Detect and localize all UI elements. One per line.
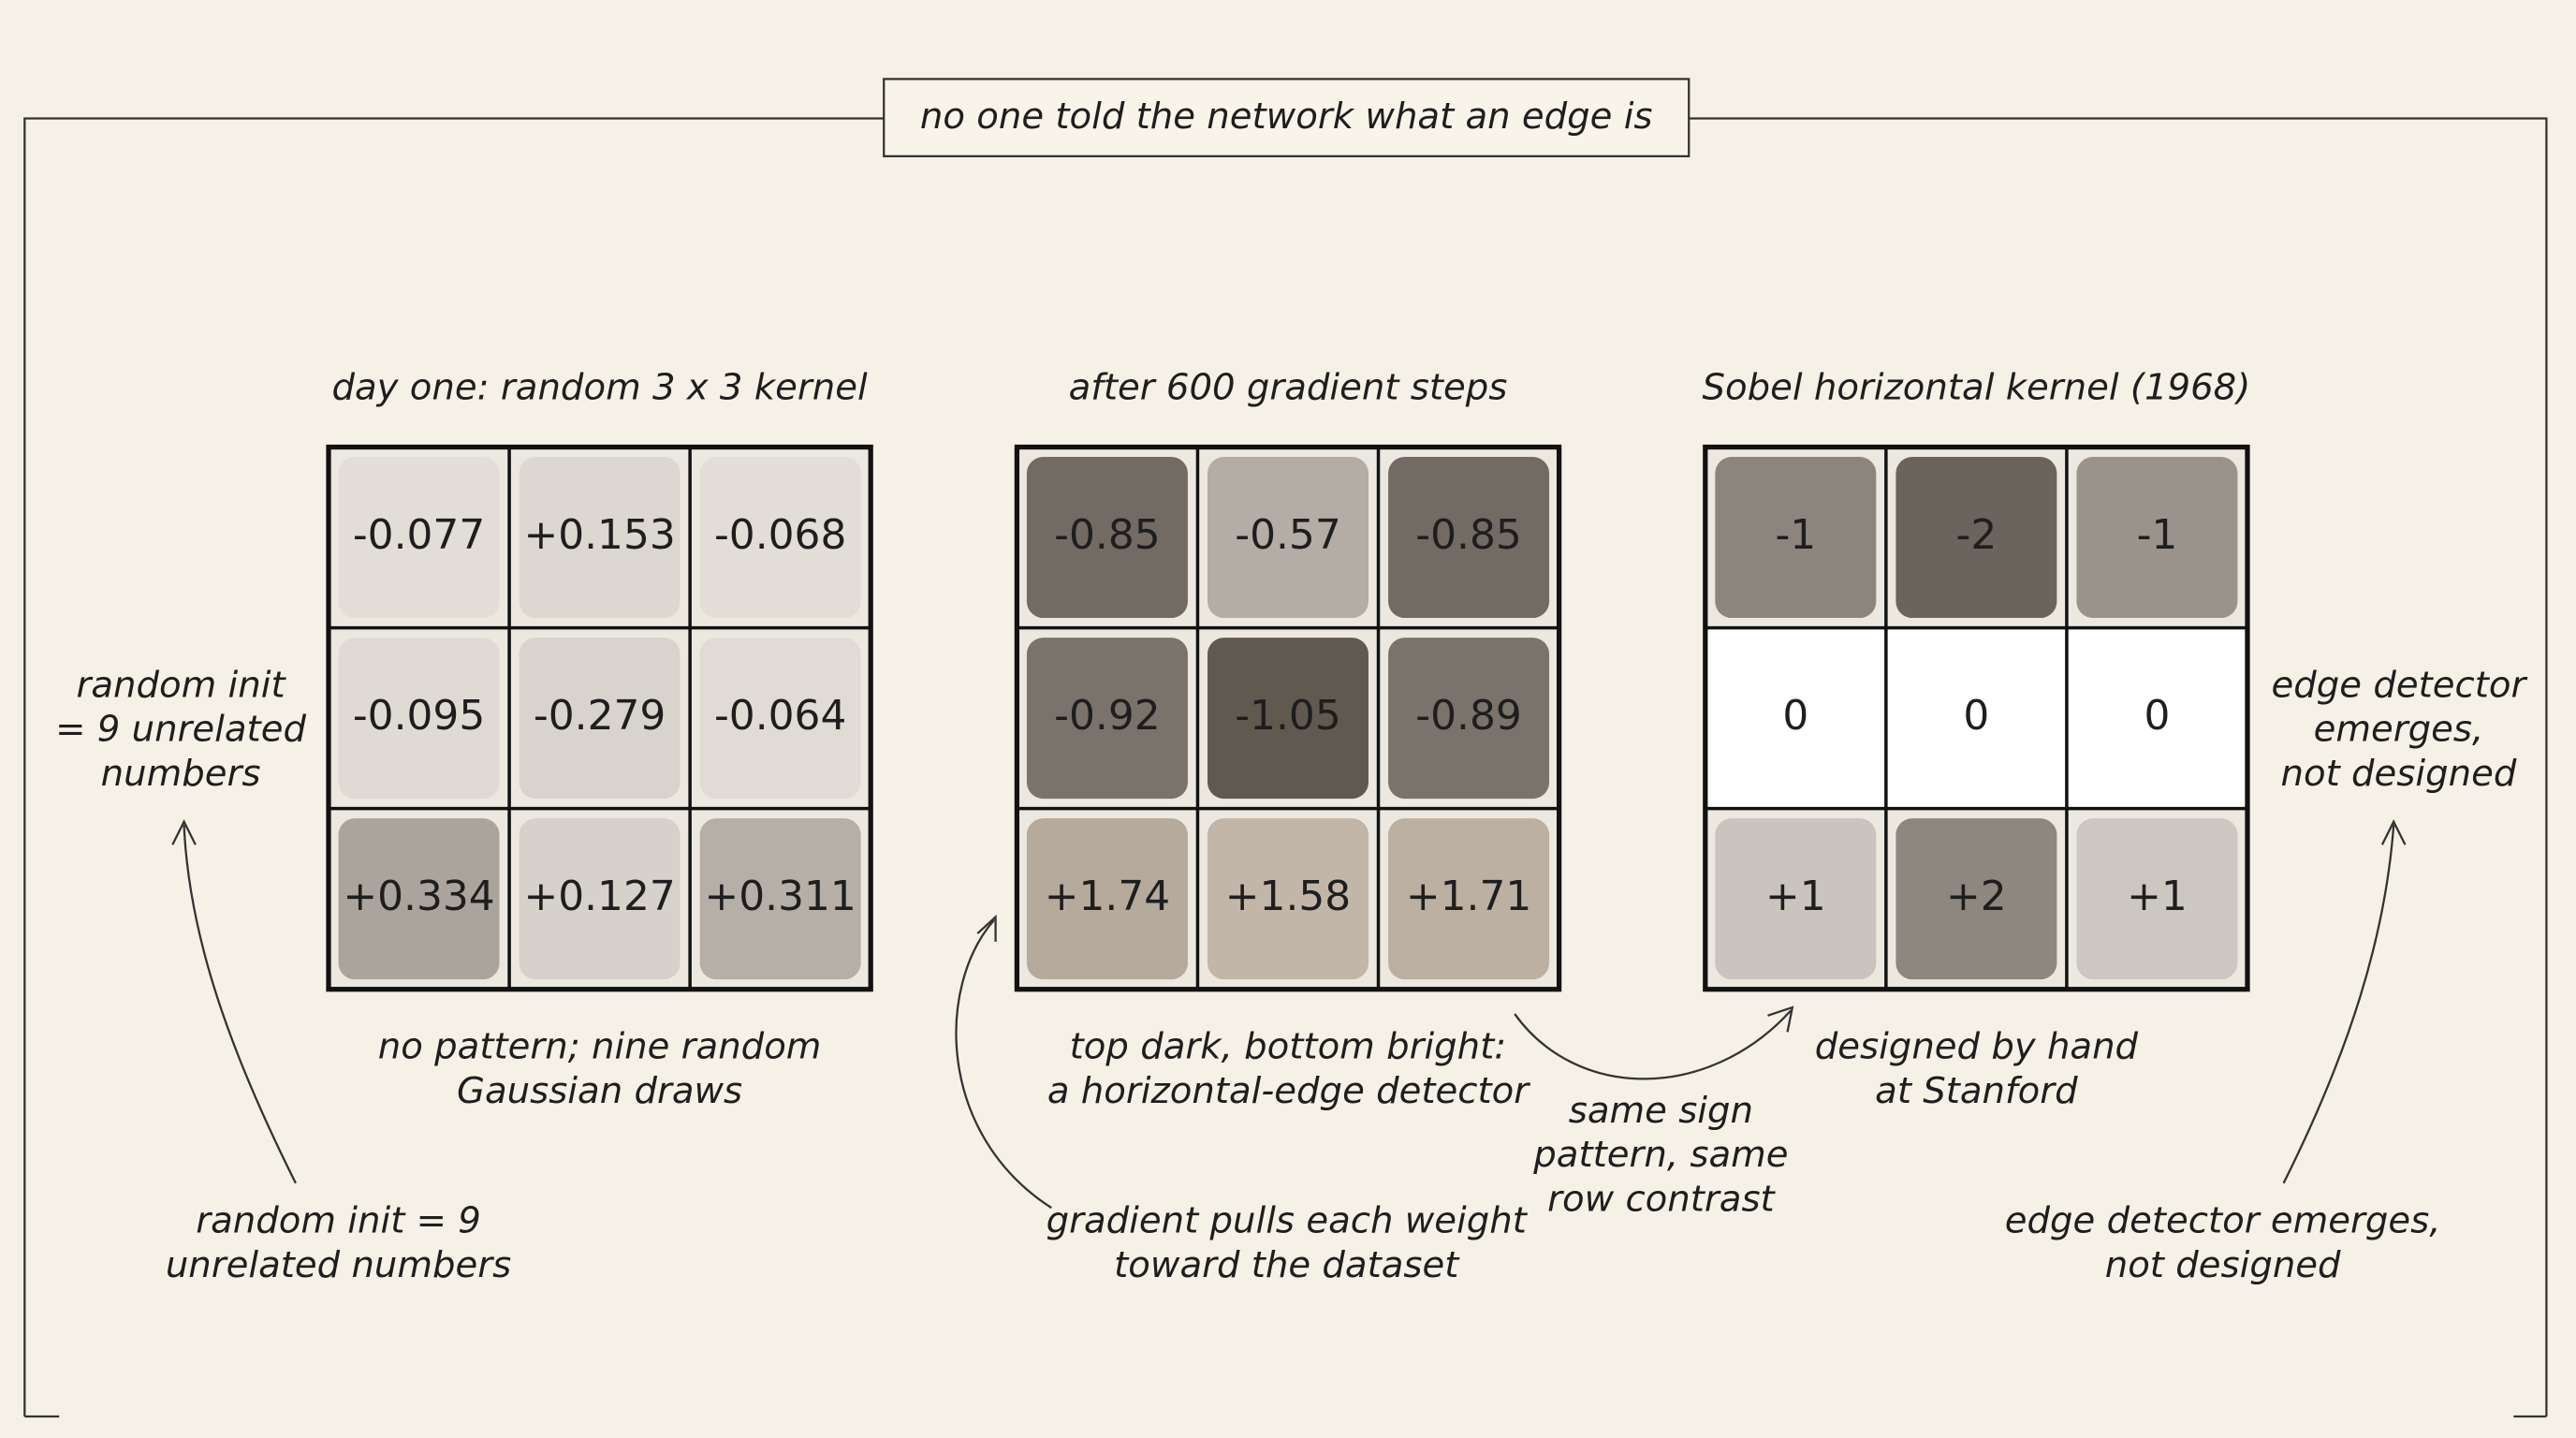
panel-caption: at Stanford [1875, 1070, 2078, 1112]
cell-wash [2076, 818, 2238, 980]
cell-wash [1715, 457, 1877, 619]
panel-heading: day one: random 3 x 3 kernel [332, 367, 868, 409]
title: no one told the network what an edge is [920, 95, 1653, 138]
cell-value: +0.334 [343, 873, 494, 920]
cell-value: -0.57 [1235, 511, 1340, 559]
cell-value: +1.58 [1225, 873, 1351, 920]
cell-value: 0 [1782, 692, 1808, 740]
cell-bg [1885, 627, 2067, 809]
cell-value: -0.92 [1054, 692, 1160, 740]
side-note: random init [77, 664, 287, 706]
cell-wash [519, 638, 681, 800]
cell-bg [1705, 627, 1886, 809]
cell-value: -0.095 [353, 692, 485, 740]
cell-value: +0.311 [705, 873, 856, 920]
cell-wash [699, 457, 861, 619]
middle-note: row contrast [1547, 1179, 1776, 1221]
cell-wash [2076, 457, 2238, 619]
grid-border [1703, 444, 2250, 992]
grid-border [326, 444, 873, 992]
side-note: numbers [101, 753, 261, 795]
cell-wash [519, 457, 681, 619]
cell-bg [2066, 627, 2247, 809]
cell-value: -0.89 [1415, 692, 1521, 740]
side-note: emerges, [2314, 709, 2484, 751]
cell-wash [1388, 818, 1550, 980]
cell-value: -1 [1775, 511, 1816, 559]
cell-value: -0.077 [353, 511, 485, 559]
cell-value: +1.71 [1406, 873, 1531, 920]
cell-value: +0.153 [523, 511, 675, 559]
panel-caption: top dark, bottom bright: [1070, 1025, 1507, 1067]
cell-wash [1895, 457, 2057, 619]
side-note: not designed [2281, 753, 2517, 795]
panel-heading: after 600 gradient steps [1069, 367, 1508, 409]
cell-value: +1.74 [1045, 873, 1170, 920]
bottom-note: edge detector emerges, [2005, 1199, 2441, 1241]
cell-value: +1 [1765, 873, 1826, 920]
cell-value: -0.068 [714, 511, 846, 559]
middle-note: same sign [1569, 1090, 1753, 1132]
side-note: edge detector [2272, 664, 2528, 706]
cell-wash [1026, 457, 1188, 619]
cell-wash [1715, 818, 1877, 980]
cell-wash [1388, 638, 1550, 800]
grid-border [1014, 444, 1562, 992]
bottom-note: random init = 9 [196, 1199, 481, 1241]
bottom-note: gradient pulls each weight [1046, 1199, 1529, 1241]
middle-note: pattern, same [1532, 1134, 1788, 1176]
arrows [171, 819, 2407, 1210]
cell-wash [1388, 457, 1550, 619]
cell-value: +2 [1946, 873, 2007, 920]
cell-value: -0.85 [1415, 511, 1521, 559]
cell-wash [338, 818, 500, 980]
bottom-note: unrelated numbers [166, 1244, 511, 1286]
panel-caption: designed by hand [1815, 1025, 2139, 1067]
panel-heading: Sobel horizontal kernel (1968) [1702, 367, 2250, 409]
cell-value: 0 [2144, 692, 2170, 740]
frame [23, 78, 2548, 1418]
cell-wash [1208, 457, 1368, 619]
panel-caption: no pattern; nine random [378, 1025, 822, 1067]
cell-value: 0 [1963, 692, 1989, 740]
cell-wash [1208, 818, 1368, 980]
cell-wash [1026, 638, 1188, 800]
cell-value: -1 [2137, 511, 2178, 559]
cell-wash [699, 638, 861, 800]
panel-caption: Gaussian draws [457, 1070, 742, 1112]
cell-value: -0.85 [1054, 511, 1160, 559]
cell-wash [1895, 818, 2057, 980]
bottom-note: toward the dataset [1114, 1244, 1460, 1286]
cell-wash [519, 818, 681, 980]
cell-wash [338, 638, 500, 800]
cell-value: +1 [2127, 873, 2188, 920]
cell-value: -1.05 [1235, 692, 1340, 740]
bottom-note: not designed [2105, 1244, 2341, 1286]
cell-wash [1026, 818, 1188, 980]
side-note: = 9 unrelated [55, 709, 306, 751]
cell-value: +0.127 [523, 873, 675, 920]
cell-wash [1208, 638, 1368, 800]
cell-wash [338, 457, 500, 619]
cell-wash [699, 818, 861, 980]
cell-value: -0.064 [714, 692, 846, 740]
panel-caption: a horizontal-edge detector [1047, 1070, 1530, 1112]
cell-value: -0.279 [534, 692, 666, 740]
cell-value: -2 [1956, 511, 1998, 559]
